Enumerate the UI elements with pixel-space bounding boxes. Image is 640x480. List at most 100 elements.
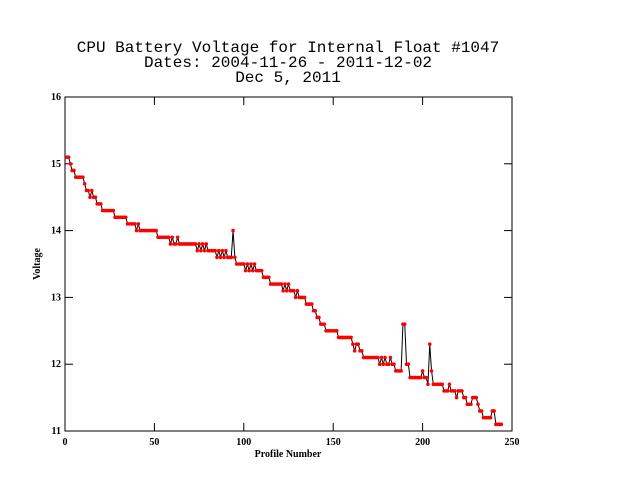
voltage-point bbox=[200, 242, 205, 246]
chart-date: Dec 5, 2011 bbox=[235, 69, 341, 87]
voltage-point bbox=[170, 235, 175, 240]
voltage-point bbox=[90, 188, 94, 193]
voltage-point bbox=[249, 262, 253, 266]
voltage-point bbox=[98, 202, 103, 206]
voltage-point bbox=[243, 268, 248, 273]
chart-title: CPU Battery Voltage for Internal Float #… bbox=[77, 39, 499, 57]
voltage-point bbox=[218, 255, 223, 260]
voltage-point bbox=[420, 369, 425, 373]
voltage-point bbox=[334, 329, 339, 333]
voltage-point bbox=[402, 322, 407, 326]
voltage-point bbox=[302, 295, 307, 300]
voltage-point bbox=[399, 369, 403, 373]
voltage-point bbox=[281, 288, 285, 293]
voltage-point bbox=[267, 275, 271, 280]
voltage-point bbox=[317, 315, 321, 320]
voltage-point bbox=[175, 235, 180, 240]
voltage-point bbox=[460, 389, 464, 393]
voltage-point bbox=[134, 228, 139, 233]
voltage-point bbox=[381, 362, 386, 367]
voltage-point bbox=[349, 335, 353, 340]
voltage-point bbox=[231, 228, 235, 233]
voltage-point bbox=[424, 375, 428, 380]
voltage-point bbox=[488, 415, 493, 420]
plot-frame bbox=[64, 96, 513, 432]
voltage-point bbox=[322, 322, 327, 326]
voltage-point bbox=[283, 282, 287, 286]
voltage-point bbox=[215, 255, 219, 260]
voltage-point bbox=[216, 248, 221, 253]
voltage-point bbox=[193, 242, 198, 246]
voltage-point bbox=[154, 228, 158, 233]
x-tick-label: 250 bbox=[505, 437, 520, 448]
voltage-point bbox=[213, 248, 217, 253]
voltage-point bbox=[242, 262, 246, 266]
voltage-point bbox=[452, 389, 457, 393]
voltage-point bbox=[445, 389, 450, 393]
x-tick-label: 100 bbox=[236, 437, 251, 448]
voltage-point bbox=[356, 342, 361, 346]
voltage-point bbox=[259, 268, 264, 273]
x-tick-label: 50 bbox=[149, 437, 159, 448]
voltage-point bbox=[386, 362, 391, 367]
voltage-point bbox=[447, 382, 452, 387]
voltage-point bbox=[93, 195, 98, 199]
voltage-point bbox=[68, 162, 73, 166]
y-tick-label: 14 bbox=[51, 226, 61, 237]
voltage-point bbox=[224, 248, 228, 253]
x-tick-label: 200 bbox=[415, 437, 430, 448]
voltage-point bbox=[245, 262, 250, 266]
voltage-point bbox=[286, 282, 291, 286]
voltage-point bbox=[252, 262, 257, 266]
voltage-point bbox=[233, 255, 237, 260]
voltage-point bbox=[132, 222, 137, 226]
voltage-point bbox=[479, 409, 484, 413]
voltage-point bbox=[376, 355, 380, 360]
voltage-point bbox=[309, 302, 314, 306]
x-axis-label: Profile Number bbox=[255, 449, 322, 460]
y-tick-label: 15 bbox=[51, 159, 61, 170]
voltage-point bbox=[293, 295, 298, 300]
voltage-point bbox=[377, 362, 382, 367]
y-tick-label: 11 bbox=[52, 426, 61, 437]
voltage-point bbox=[195, 248, 200, 253]
voltage-point bbox=[476, 402, 480, 407]
y-tick-label: 12 bbox=[51, 359, 61, 370]
voltage-point bbox=[123, 215, 128, 220]
voltage-point bbox=[220, 248, 225, 253]
voltage-point bbox=[136, 222, 141, 226]
y-tick-label: 16 bbox=[51, 92, 61, 103]
voltage-point bbox=[427, 342, 432, 346]
voltage-point bbox=[313, 308, 318, 313]
voltage-point bbox=[204, 242, 209, 246]
x-tick-label: 0 bbox=[63, 437, 68, 448]
voltage-point bbox=[222, 255, 226, 260]
voltage-point bbox=[88, 195, 92, 199]
voltage-line bbox=[66, 156, 502, 425]
voltage-point bbox=[199, 248, 203, 253]
voltage-point bbox=[250, 268, 255, 273]
voltage-point bbox=[426, 382, 430, 387]
voltage-point bbox=[295, 288, 300, 293]
voltage-point bbox=[81, 175, 85, 179]
voltage-point bbox=[492, 409, 496, 413]
y-tick-label: 13 bbox=[51, 292, 61, 303]
voltage-point bbox=[284, 288, 289, 293]
voltage-point bbox=[429, 369, 434, 373]
voltage-point bbox=[440, 382, 445, 387]
chart-subtitle: Dates: 2004-11-26 - 2011-12-02 bbox=[144, 54, 432, 72]
voltage-point bbox=[66, 155, 71, 159]
voltage-point bbox=[174, 242, 178, 246]
voltage-point bbox=[111, 208, 116, 213]
voltage-point bbox=[229, 255, 234, 260]
x-tick-label: 150 bbox=[326, 437, 341, 448]
y-axis-label: Voltage bbox=[32, 248, 43, 280]
voltage-point bbox=[72, 168, 76, 173]
voltage-point bbox=[279, 282, 284, 286]
voltage-point bbox=[383, 355, 387, 360]
voltage-point bbox=[379, 355, 384, 360]
voltage-point bbox=[82, 182, 87, 186]
voltage-point bbox=[86, 188, 91, 193]
voltage-point bbox=[392, 362, 396, 367]
